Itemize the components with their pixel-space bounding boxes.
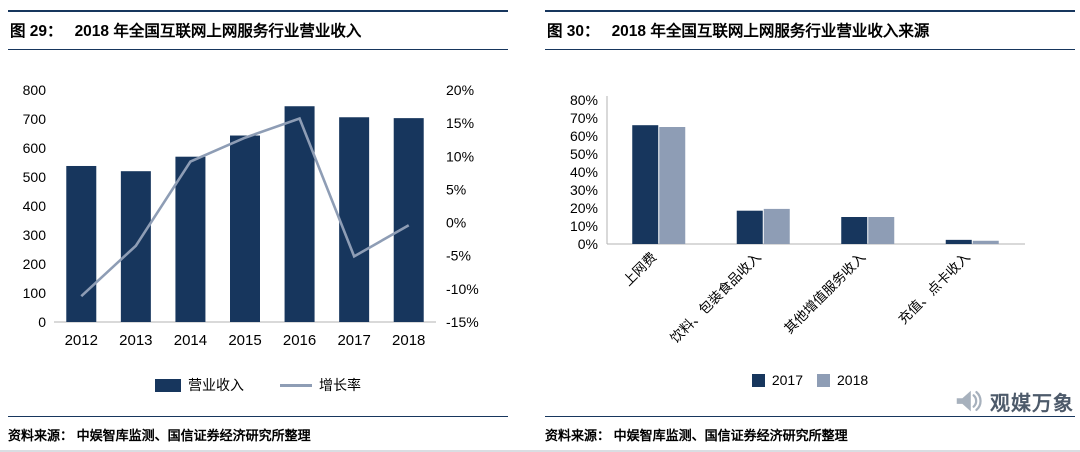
- svg-text:40%: 40%: [570, 164, 598, 180]
- svg-text:2013: 2013: [119, 332, 152, 349]
- svg-text:-15%: -15%: [446, 314, 479, 330]
- legend-2017-label: 2017: [771, 372, 803, 388]
- svg-text:5%: 5%: [446, 181, 466, 197]
- svg-text:-5%: -5%: [446, 248, 471, 264]
- svg-text:0%: 0%: [578, 236, 598, 252]
- svg-text:10%: 10%: [446, 148, 474, 164]
- revenue-legend-item: 营业收入: [155, 375, 244, 395]
- svg-text:50%: 50%: [570, 146, 598, 162]
- legend-2018-swatch: [817, 373, 830, 387]
- svg-text:2014: 2014: [174, 332, 207, 349]
- svg-text:60%: 60%: [570, 128, 598, 144]
- figure-30-panel: 图 30： 2018 年全国互联网上网服务行业营业收入来源 0% 10% 20% 30%…: [545, 10, 1075, 448]
- legend-item-2018: 2018: [817, 372, 868, 388]
- svg-text:充值、点卡收入: 充值、点卡收入: [895, 249, 973, 327]
- svg-text:饮料、包装食品收入: 饮料、包装食品收入: [667, 248, 765, 346]
- svg-text:上网费: 上网费: [620, 250, 659, 289]
- figure-29-title: 图 29： 2018 年全国互联网上网服务行业营业收入: [8, 10, 508, 50]
- svg-text:30%: 30%: [570, 182, 598, 198]
- growth-legend-label: 增长率: [319, 377, 361, 393]
- figure-30-legend: 2017 2018: [545, 372, 1075, 388]
- growth-legend-swatch: [280, 383, 312, 387]
- svg-text:2015: 2015: [228, 332, 261, 349]
- bottom-divider: [0, 450, 1080, 452]
- svg-text:2018: 2018: [392, 332, 425, 349]
- figure-29-source: 资料来源： 中娱智库监测、国信证券经济研究所整理: [8, 416, 508, 444]
- svg-text:600: 600: [23, 140, 47, 156]
- svg-text:700: 700: [23, 111, 47, 127]
- svg-text:其他增值服务收入: 其他增值服务收入: [781, 249, 868, 336]
- svg-text:70%: 70%: [570, 110, 598, 126]
- figure-29-title-text: 2018 年全国互联网上网服务行业营业收入: [74, 23, 362, 40]
- legend-2017-swatch: [751, 373, 765, 387]
- figure-30-source: 资料来源： 中娱智库监测、国信证券经济研究所整理: [545, 416, 1075, 444]
- svg-text:2016: 2016: [283, 332, 316, 349]
- svg-text:2017: 2017: [337, 332, 370, 349]
- figure-30-number: 图 30：: [547, 23, 600, 40]
- revenue-combo-chart: 0 100 200 300 400 500 600 700 800 -15% -10% -5% 0% 5%…: [23, 82, 479, 349]
- megaphone-icon: [956, 390, 982, 412]
- svg-text:80%: 80%: [570, 92, 598, 108]
- svg-text:10%: 10%: [570, 218, 598, 234]
- figure-30-title: 图 30： 2018 年全国互联网上网服务行业营业收入来源: [545, 10, 1075, 50]
- revenue-source-bar-chart: 0% 10% 20% 30% 40% 50% 60% 70% 80% 上网费 饮料、包装食品收入 其他…: [570, 92, 1025, 346]
- revenue-legend-swatch: [155, 378, 181, 392]
- growth-legend-item: 增长率: [280, 375, 361, 395]
- svg-text:2012: 2012: [65, 332, 98, 349]
- figure-29-legend: 营业收入 增长率: [8, 375, 508, 395]
- svg-text:15%: 15%: [446, 115, 474, 131]
- guanmei-logo-text: 观媒万象: [990, 392, 1074, 415]
- svg-text:0%: 0%: [446, 215, 466, 231]
- legend-item-2017: 2017: [751, 372, 803, 388]
- svg-text:-10%: -10%: [446, 281, 479, 297]
- svg-text:0: 0: [38, 314, 46, 330]
- svg-text:800: 800: [23, 82, 47, 98]
- svg-text:300: 300: [23, 227, 47, 243]
- legend-2018-label: 2018: [837, 372, 869, 388]
- svg-text:400: 400: [23, 198, 47, 214]
- figure-30-title-text: 2018 年全国互联网上网服务行业营业收入来源: [611, 23, 930, 40]
- svg-text:200: 200: [23, 256, 47, 272]
- guanmei-logo: 观媒万象: [947, 386, 1074, 416]
- figure-29-panel: 图 29： 2018 年全国互联网上网服务行业营业收入 0 100 200 300 400…: [8, 10, 508, 448]
- svg-text:20%: 20%: [446, 82, 474, 98]
- figure-29-number: 图 29：: [10, 23, 63, 40]
- svg-text:20%: 20%: [570, 200, 598, 216]
- svg-text:100: 100: [23, 285, 47, 301]
- revenue-legend-label: 营业收入: [188, 377, 244, 393]
- svg-text:500: 500: [23, 169, 47, 185]
